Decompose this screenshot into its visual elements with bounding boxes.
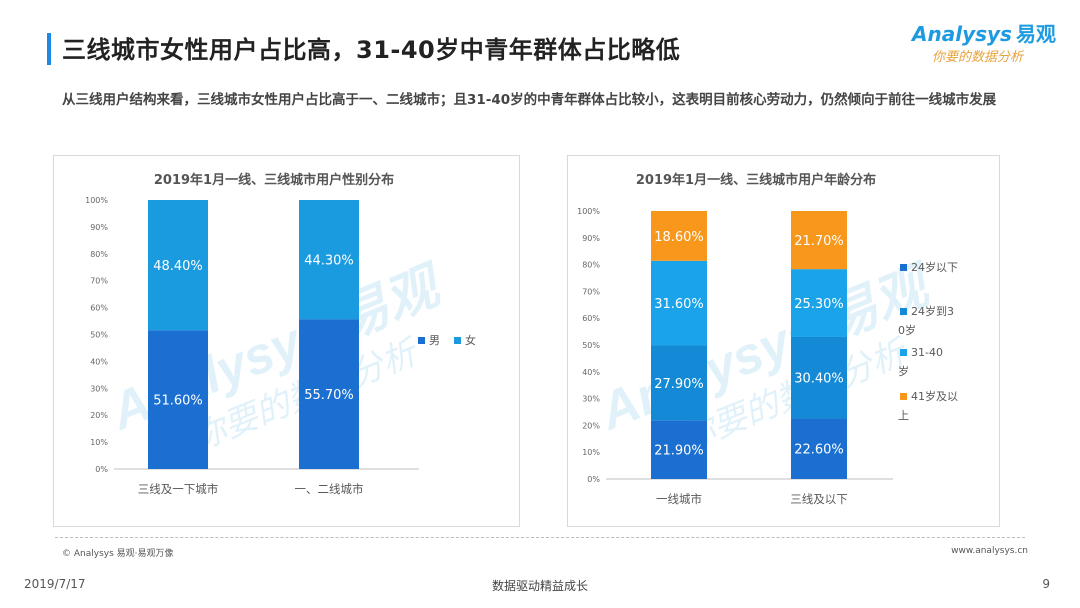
logo-tagline: 你要的数据分析 [932, 50, 1024, 65]
y-tick-label: 50% [90, 331, 108, 340]
y-tick-label: 90% [582, 234, 600, 243]
legend-swatch [418, 337, 425, 344]
legend-entry: 24岁以下 [911, 260, 958, 274]
bar-segment [299, 319, 359, 469]
data-label: 27.90% [654, 377, 704, 392]
bar-segment [791, 418, 847, 479]
page-title: 三线城市女性用户占比高，31-40岁中青年群体占比略低 [62, 36, 681, 64]
data-label: 51.60% [153, 394, 203, 409]
data-label: 25.30% [794, 297, 844, 312]
data-label: 48.40% [153, 259, 203, 274]
logo-brand: Analysys 易观 [912, 18, 1056, 47]
logo-brand-cn: 易观 [1015, 22, 1056, 46]
y-tick-label: 0% [587, 475, 600, 484]
data-label: 55.70% [304, 388, 354, 403]
bar-segment [299, 200, 359, 320]
y-tick-label: 60% [90, 304, 108, 313]
bar-segment [791, 211, 847, 270]
data-label: 31.60% [654, 297, 704, 312]
legend-swatch [900, 349, 907, 356]
y-tick-label: 70% [90, 277, 108, 286]
bar-segment [791, 336, 847, 419]
y-tick-label: 80% [582, 261, 600, 270]
y-tick-label: 60% [582, 314, 600, 323]
bar-segment [148, 200, 208, 331]
y-tick-label: 30% [582, 395, 600, 404]
data-label: 21.90% [654, 444, 704, 459]
x-tick-label: 一线城市 [656, 492, 702, 506]
legend-entry: 24岁到3 [911, 304, 954, 318]
gender-chart: Analysys 易观你要的数据分析2019年1月一线、三线城市用户性别分布0%… [85, 172, 476, 496]
legend-entry-wrap: 岁 [898, 364, 909, 378]
bar-segment [651, 420, 707, 479]
y-tick-label: 0% [95, 465, 108, 474]
legend-swatch [900, 264, 907, 271]
y-tick-label: 40% [582, 368, 600, 377]
legend-entry-wrap: 上 [898, 409, 909, 422]
legend-entry: 41岁及以 [911, 389, 958, 403]
y-tick-label: 10% [582, 448, 600, 457]
data-label: 22.60% [794, 443, 844, 458]
y-tick-label: 90% [90, 223, 108, 232]
footer-slogan: 数据驱动精益成长 [491, 579, 588, 593]
bar-segment [651, 345, 707, 421]
footer-divider [55, 537, 1025, 538]
y-tick-label: 10% [90, 438, 108, 447]
legend-entry: 男 [429, 334, 440, 347]
y-tick-label: 40% [90, 357, 108, 366]
legend-swatch [900, 393, 907, 400]
legend-swatch [454, 337, 461, 344]
footer-site: www.analysys.cn [951, 546, 1028, 556]
y-tick-label: 20% [582, 421, 600, 430]
y-tick-label: 100% [85, 196, 108, 205]
y-tick-label: 50% [582, 341, 600, 350]
y-tick-label: 20% [90, 411, 108, 420]
chart-title: 2019年1月一线、三线城市用户性别分布 [154, 172, 394, 188]
page-subtitle: 从三线用户结构来看，三线城市女性用户占比高于一、二线城市；且31-40岁的中青年… [62, 92, 997, 108]
bar-segment [651, 211, 707, 261]
x-tick-label: 三线及以下 [790, 492, 848, 506]
bar-segment [148, 330, 208, 469]
footer-date: 2019/7/17 [24, 577, 86, 591]
y-tick-label: 100% [577, 207, 600, 216]
legend-swatch [900, 308, 907, 315]
y-tick-label: 30% [90, 384, 108, 393]
data-label: 21.70% [794, 234, 844, 249]
x-tick-label: 三线及一下城市 [138, 482, 219, 496]
y-tick-label: 70% [582, 287, 600, 296]
logo-brand-en: Analysys [912, 22, 1012, 46]
legend-entry: 31-40 [911, 346, 943, 359]
bar-segment [791, 269, 847, 337]
x-tick-label: 一、二线城市 [295, 482, 364, 496]
analysys-logo: Analysys 易观 你要的数据分析 [912, 18, 1056, 68]
bar-segment [651, 260, 707, 346]
data-label: 18.60% [654, 230, 704, 245]
gender-chart-panel: Analysys 易观你要的数据分析2019年1月一线、三线城市用户性别分布0%… [53, 155, 520, 527]
data-label: 30.40% [794, 372, 844, 387]
age-chart: Analysys 易观你要的数据分析2019年1月一线、三线城市用户年龄分布0%… [577, 172, 958, 506]
age-chart-panel: Analysys 易观你要的数据分析2019年1月一线、三线城市用户年龄分布0%… [567, 155, 1000, 527]
footer-copyright: © Analysys 易观·易观万像 [62, 549, 174, 559]
data-label: 44.30% [304, 254, 354, 269]
title-accent-bar [47, 33, 51, 65]
page-number: 9 [1042, 577, 1050, 591]
legend-entry: 女 [465, 333, 476, 347]
legend-entry-wrap: 0岁 [898, 323, 916, 337]
y-tick-label: 80% [90, 250, 108, 259]
chart-title: 2019年1月一线、三线城市用户年龄分布 [636, 172, 876, 188]
